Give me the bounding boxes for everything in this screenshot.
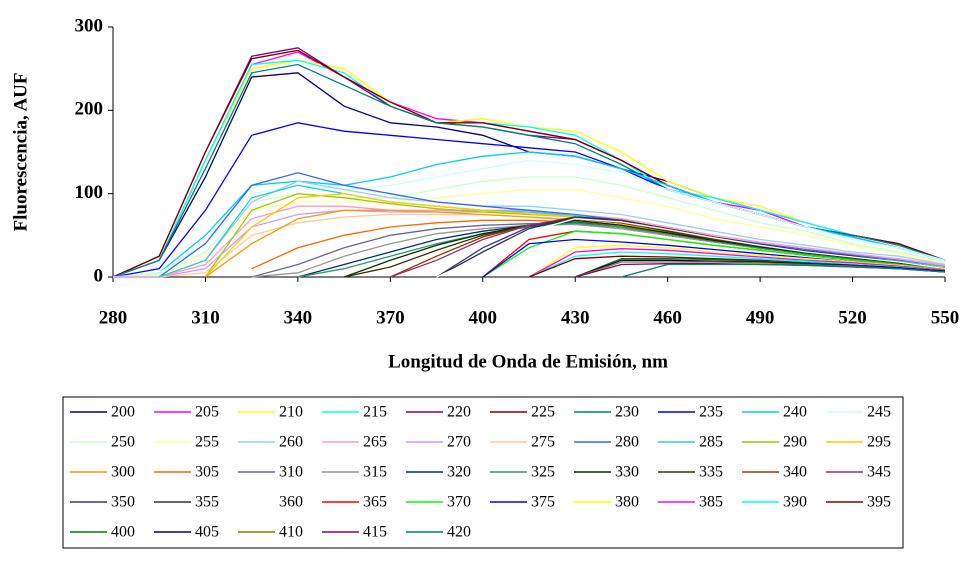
legend-label: 300: [111, 464, 135, 481]
legend-label: 420: [447, 524, 471, 541]
legend-label: 410: [279, 524, 303, 541]
legend-label: 260: [279, 434, 303, 451]
x-tick-label: 550: [931, 307, 960, 328]
legend-label: 370: [447, 494, 471, 511]
legend-label: 245: [867, 404, 891, 421]
legend-label: 380: [615, 494, 639, 511]
legend-label: 200: [111, 404, 135, 421]
series-line: [528, 251, 946, 278]
legend-label: 230: [615, 404, 639, 421]
legend-label: 355: [195, 494, 219, 511]
legend-label: 265: [363, 434, 387, 451]
series-line: [436, 218, 946, 278]
legend-label: 215: [363, 404, 387, 421]
legend-label: 270: [447, 434, 471, 451]
series-line: [297, 221, 946, 278]
legend-label: 315: [363, 464, 387, 481]
series-line: [574, 259, 946, 278]
legend-label: 250: [111, 434, 135, 451]
x-tick-label: 490: [746, 307, 775, 328]
legend-label: 365: [363, 494, 387, 511]
series-line: [112, 59, 946, 278]
legend-label: 385: [699, 494, 723, 511]
x-tick-label: 520: [838, 307, 867, 328]
legend-label: 295: [867, 434, 891, 451]
legend-label: 325: [531, 464, 555, 481]
legend-label: 255: [195, 434, 219, 451]
series-line: [621, 263, 946, 278]
legend-box: [62, 396, 904, 549]
series-line: [482, 230, 946, 278]
legend-label: 375: [531, 494, 555, 511]
x-tick-label: 370: [376, 307, 405, 328]
legend-label: 310: [279, 464, 303, 481]
series-line: [436, 216, 946, 278]
x-tick-label: 430: [561, 307, 590, 328]
series-line: [528, 244, 946, 278]
legend-label: 240: [783, 404, 807, 421]
legend-label: 405: [195, 524, 219, 541]
series-line: [528, 248, 946, 278]
legend-label: 360: [279, 494, 303, 511]
series-line: [159, 213, 946, 278]
legend-label: 345: [867, 464, 891, 481]
legend-label: 210: [279, 404, 303, 421]
x-tick-label: 400: [469, 307, 498, 328]
series-line: [113, 180, 946, 278]
legend-label: 280: [615, 434, 639, 451]
x-tick-label: 280: [99, 307, 128, 328]
legend-label: 335: [699, 464, 723, 481]
legend-label: 395: [867, 494, 891, 511]
legend-label: 340: [783, 464, 807, 481]
series-line: [112, 159, 946, 278]
legend-label: 205: [195, 404, 219, 421]
y-axis-title: Fluorescencia, AUF: [10, 72, 31, 231]
series-line: [158, 172, 946, 278]
legend-label: 320: [447, 464, 471, 481]
legend-label: 275: [531, 434, 555, 451]
legend-label: 235: [699, 404, 723, 421]
y-tick-label: 100: [75, 182, 104, 203]
legend-label: 415: [363, 524, 387, 541]
series-line: [297, 222, 946, 278]
x-tick-label: 460: [653, 307, 682, 328]
legend-label: 390: [783, 494, 807, 511]
legend-label: 330: [615, 464, 639, 481]
legend-label: 290: [783, 434, 807, 451]
y-tick-label: 200: [75, 99, 104, 120]
legend-label: 225: [531, 404, 555, 421]
legend-label: 285: [699, 434, 723, 451]
y-tick-label: 300: [75, 15, 104, 36]
legend-label: 400: [111, 524, 135, 541]
x-tick-label: 310: [191, 307, 220, 328]
x-tick-label: 340: [284, 307, 313, 328]
x-axis-title: Longitud de Onda de Emisión, nm: [388, 351, 668, 372]
legend-label: 220: [447, 404, 471, 421]
series-line: [343, 218, 946, 278]
legend-label: 305: [195, 464, 219, 481]
y-tick-label: 0: [94, 265, 104, 286]
legend-label: 350: [111, 494, 135, 511]
